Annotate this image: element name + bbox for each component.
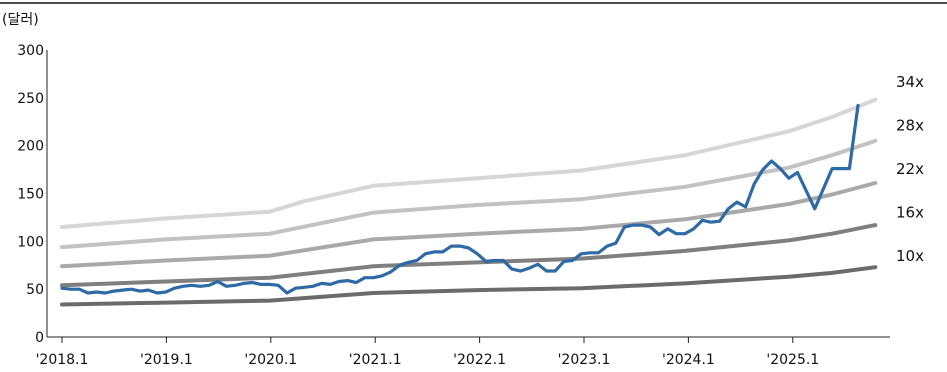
band-line-10x (60, 265, 878, 307)
y-unit-label: (달러) (2, 12, 39, 28)
band-line-22x (60, 181, 878, 269)
x-axis: '2018.1 '2019.1 '2020.1 '2021.1 '2022.1 '2023… (36, 50, 890, 368)
x-tick-label: '2022.1 (453, 352, 506, 368)
band-line-34x (60, 97, 878, 229)
price-line (60, 103, 860, 295)
x-tick-label: '2024.1 (662, 352, 715, 368)
band-label-34x: 34x (896, 73, 924, 91)
y-axis-ticks: 0 50 100 150 200 250 300 (17, 43, 44, 346)
y-tick-label: 0 (35, 330, 44, 346)
band-line-28x (60, 138, 878, 250)
band-line-16x (60, 223, 878, 288)
pe-bands (60, 97, 878, 307)
x-tick-label: '2021.1 (349, 352, 402, 368)
x-tick-label: '2020.1 (244, 352, 297, 368)
y-tick-label: 250 (17, 91, 44, 107)
price-series (60, 103, 860, 295)
x-tick-label: '2023.1 (558, 352, 611, 368)
y-tick-label: 300 (17, 43, 44, 59)
band-label-22x: 22x (896, 160, 924, 178)
x-tick-label: '2019.1 (140, 352, 193, 368)
band-labels: 34x 28x 22x 16x 10x (896, 73, 924, 265)
y-tick-label: 200 (17, 139, 44, 155)
band-label-28x: 28x (896, 117, 924, 135)
band-label-16x: 16x (896, 204, 924, 222)
y-tick-label: 100 (17, 234, 44, 250)
x-tick-label: '2018.1 (36, 352, 89, 368)
y-tick-label: 150 (17, 187, 44, 203)
y-tick-label: 50 (26, 282, 44, 298)
band-label-10x: 10x (896, 247, 924, 265)
x-tick-label: '2025.1 (766, 352, 819, 368)
